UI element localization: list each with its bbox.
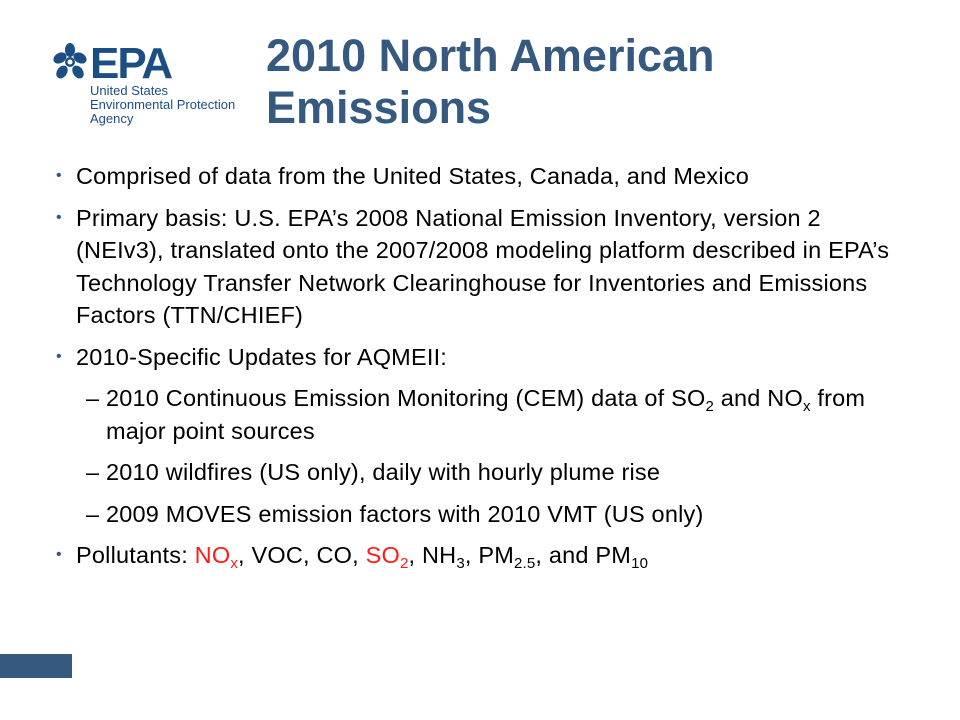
subscript: 10 xyxy=(631,555,649,572)
bullet-text: Primary basis: U.S. EPA’s 2008 National … xyxy=(76,204,890,329)
subscript: x xyxy=(230,555,239,572)
subscript: 2 xyxy=(705,398,715,415)
sub-text: 2010 wildfires (US only), daily with hou… xyxy=(106,459,661,485)
sub-item: – 2010 Continuous Emission Monitoring (C… xyxy=(56,382,896,447)
subscript: x xyxy=(802,398,811,415)
pollutant-nox: NO xyxy=(194,542,231,568)
sub-item: – 2010 wildfires (US only), daily with h… xyxy=(56,456,896,489)
pollutant-so2: SO xyxy=(365,542,400,568)
pollutants-text: , PM xyxy=(464,542,514,568)
bullet-item: • Primary basis: U.S. EPA’s 2008 Nationa… xyxy=(56,202,896,332)
slide-title: 2010 North American Emissions xyxy=(266,30,906,134)
dash-icon: – xyxy=(86,385,100,411)
bullet-icon: • xyxy=(56,546,62,563)
pollutants-text: , NH xyxy=(408,542,457,568)
dash-icon: – xyxy=(86,459,100,485)
bullet-item: • 2010-Specific Updates for AQMEII: xyxy=(56,341,896,374)
bullet-icon: • xyxy=(56,208,62,226)
sub-text: 2009 MOVES emission factors with 2010 VM… xyxy=(106,500,704,527)
epa-logo: EPA United States Environmental Protecti… xyxy=(52,42,252,132)
agency-line: Environmental Protection xyxy=(90,97,236,112)
title-line-2: Emissions xyxy=(266,82,492,133)
bullet-item: • Comprised of data from the United Stat… xyxy=(56,160,896,193)
sub-text: and NO xyxy=(714,385,803,411)
pollutants-text: , and PM xyxy=(535,542,632,568)
agency-line: Agency xyxy=(90,111,134,126)
bullet-item: • Pollutants: NOx, VOC, CO, SO2, NH3, PM… xyxy=(56,539,896,572)
subscript: 3 xyxy=(456,555,465,572)
corner-accent-bar xyxy=(0,654,72,678)
dash-icon: – xyxy=(86,500,100,527)
sub-item: – 2009 MOVES emission factors with 2010 … xyxy=(56,498,896,531)
agency-name: United States Environmental Protection A… xyxy=(90,84,260,126)
subscript: 2.5 xyxy=(513,555,536,572)
slide-body: • Comprised of data from the United Stat… xyxy=(56,160,896,581)
epa-flower-icon xyxy=(53,43,87,79)
sub-text: 2010 Continuous Emission Monitoring (CEM… xyxy=(106,385,706,411)
bullet-text: Comprised of data from the United States… xyxy=(76,163,749,189)
bullet-icon: • xyxy=(56,167,62,184)
pollutants-prefix: Pollutants: xyxy=(76,542,195,568)
pollutants-text: , VOC, CO, xyxy=(238,542,366,568)
agency-line: United States xyxy=(90,83,169,98)
sub-text: from major point sources xyxy=(106,385,866,444)
epa-wordmark: EPA xyxy=(90,39,173,88)
subscript: 2 xyxy=(399,555,409,572)
bullet-icon: • xyxy=(56,347,62,365)
bullet-text: 2010-Specific Updates for AQMEII: xyxy=(76,343,448,370)
title-line-1: 2010 North American xyxy=(266,30,715,81)
